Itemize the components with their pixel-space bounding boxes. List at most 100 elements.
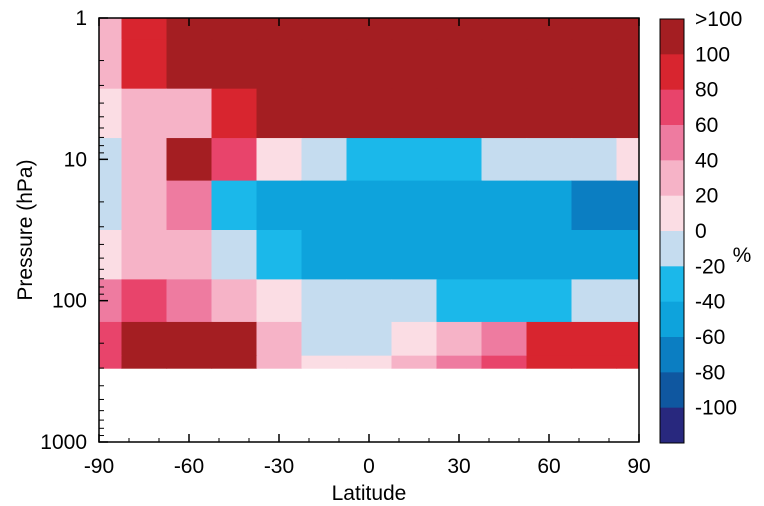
heatmap-cell: [526, 279, 573, 323]
heatmap-cell: [99, 355, 123, 369]
heatmap-cell: [391, 321, 438, 357]
colorbar-label: -80: [695, 361, 725, 384]
heatmap-cell: [301, 88, 348, 139]
heatmap-cell: [526, 88, 573, 139]
heatmap-cell: [121, 355, 168, 369]
heatmap-cell: [121, 88, 168, 139]
heatmap-cell: [166, 180, 213, 231]
heatmap-cell: [301, 39, 348, 90]
heatmap-cell: [301, 138, 348, 182]
heatmap-cell: [346, 180, 393, 231]
colorbar-frame: [659, 18, 685, 444]
colorbar: >100 100 80 60 40 20 0 -20 -40 -60 -80 -100: [659, 8, 742, 444]
heatmap-cell: [616, 355, 639, 369]
heatmap-cell: [391, 138, 438, 182]
colorbar-swatch: [660, 19, 684, 55]
heatmap-cell: [301, 180, 348, 231]
heatmap-cell: [391, 18, 438, 40]
y-tick-label: 10: [64, 148, 87, 171]
heatmap-cell: [436, 180, 483, 231]
heatmap-cell: [571, 321, 618, 357]
heatmap-cell: [121, 279, 168, 323]
colorbar-swatch: [660, 337, 684, 373]
heatmap-cell: [526, 39, 573, 90]
heatmap-cell: [526, 321, 573, 357]
heatmap-cell: [346, 39, 393, 90]
colorbar-label: -100: [695, 397, 737, 420]
colorbar-swatch: [660, 266, 684, 303]
colorbar-label: -60: [695, 326, 725, 349]
colorbar-swatch: [660, 195, 684, 232]
colorbar-swatch: [660, 231, 684, 267]
heatmap-cell: [256, 279, 303, 323]
colorbar-label: >100: [695, 8, 742, 31]
heatmap-cell: [256, 321, 303, 357]
heatmap-cell: [526, 230, 573, 280]
heatmap-cell: [256, 39, 303, 90]
colorbar-label: -20: [695, 255, 725, 278]
heatmap-cell: [436, 18, 483, 40]
heatmap-cell: [301, 355, 348, 369]
heatmap-cell: [481, 18, 528, 40]
heatmap-cell: [211, 18, 258, 40]
heatmap-cells: [99, 18, 639, 369]
x-tick-label: 90: [627, 455, 650, 478]
heatmap-cell: [526, 138, 573, 182]
heatmap-cell: [166, 230, 213, 280]
heatmap-cell: [481, 230, 528, 280]
heatmap-cell: [121, 18, 168, 40]
colorbar-label: 100: [695, 43, 730, 66]
heatmap-cell: [121, 138, 168, 182]
heatmap-cell: [211, 88, 258, 139]
heatmap-cell: [166, 321, 213, 357]
x-tick-label: 30: [447, 455, 470, 478]
heatmap-cell: [526, 355, 573, 369]
heatmap-cell: [211, 39, 258, 90]
heatmap-cell: [481, 180, 528, 231]
heatmap-cell: [211, 138, 258, 182]
heatmap-cell: [526, 18, 573, 40]
y-axis-title: Pressure (hPa): [14, 159, 37, 300]
x-tick-label: -90: [84, 455, 114, 478]
heatmap-cell: [481, 88, 528, 139]
y-tick-label: 100: [52, 290, 87, 313]
heatmap-cell: [391, 88, 438, 139]
heatmap-cell: [436, 279, 483, 323]
colorbar-label: -40: [695, 291, 725, 314]
heatmap-cell: [346, 138, 393, 182]
heatmap-cell: [99, 180, 123, 231]
colorbar-label: 60: [695, 114, 718, 137]
heatmap-cell: [256, 88, 303, 139]
heatmap-cell: [121, 230, 168, 280]
x-tick-label: 60: [537, 455, 560, 478]
heatmap-cell: [211, 355, 258, 369]
colorbar-label: 0: [695, 220, 707, 243]
colorbar-label: 40: [695, 149, 718, 172]
y-tick-label: 1000: [40, 431, 87, 454]
heatmap-cell: [481, 321, 528, 357]
heatmap-cell: [526, 180, 573, 231]
heatmap-cell: [391, 39, 438, 90]
heatmap-cell: [616, 18, 639, 40]
heatmap-cell: [346, 321, 393, 357]
heatmap-cell: [301, 321, 348, 357]
heatmap-cell: [346, 88, 393, 139]
heatmap-cell: [571, 230, 618, 280]
heatmap-cell: [211, 230, 258, 280]
heatmap-cell: [571, 180, 618, 231]
x-tick-label: -60: [174, 455, 204, 478]
heatmap-cell: [571, 138, 618, 182]
heatmap-cell: [166, 279, 213, 323]
heatmap-cell: [436, 230, 483, 280]
x-tick-label: 0: [363, 455, 375, 478]
colorbar-swatch: [660, 54, 684, 91]
heatmap-cell: [166, 18, 213, 40]
heatmap-cell: [211, 180, 258, 231]
heatmap-cell: [391, 279, 438, 323]
heatmap-cell: [301, 230, 348, 280]
heatmap-cell: [301, 279, 348, 323]
heatmap-cell: [301, 18, 348, 40]
heatmap-cell: [571, 355, 618, 369]
x-tick-label: -30: [264, 455, 294, 478]
colorbar-swatch: [660, 372, 684, 409]
